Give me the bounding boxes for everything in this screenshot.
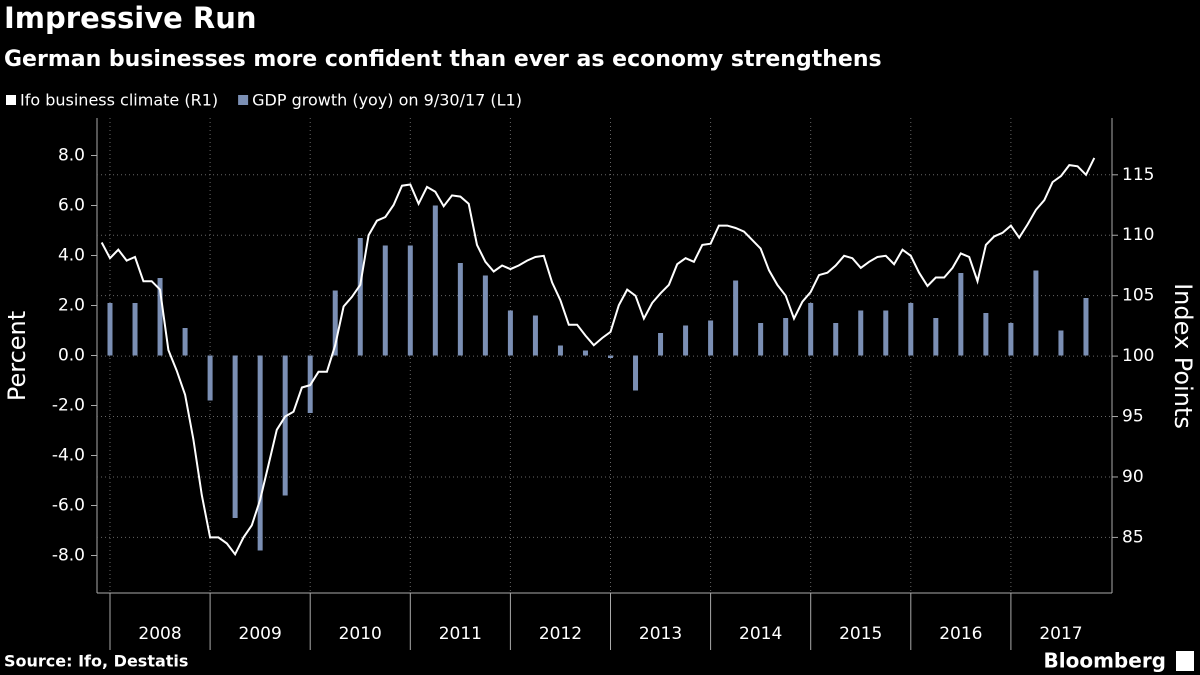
bar (958, 273, 964, 356)
chart-title: Impressive Run (4, 1, 257, 35)
bar (107, 303, 113, 356)
bar (683, 325, 689, 356)
legend-swatch (238, 95, 249, 105)
bar (708, 320, 714, 356)
line (100, 157, 1096, 557)
x-tick-label: 2017 (1039, 624, 1082, 644)
y2-tick-label: 90 (1122, 467, 1144, 487)
y-tick-label: 4.0 (58, 246, 85, 266)
bar (557, 345, 563, 356)
bar (157, 278, 163, 356)
bar (833, 323, 839, 356)
bar (858, 310, 864, 356)
x-tick-label: 2013 (639, 624, 682, 644)
y-tick-label: -6.0 (52, 496, 85, 516)
bar (808, 303, 814, 356)
bar (908, 303, 914, 356)
bar (132, 303, 138, 356)
bar (382, 245, 388, 356)
bar (983, 313, 989, 356)
y2-tick-label: 95 (1122, 407, 1144, 427)
bar (758, 323, 764, 356)
bar (883, 310, 889, 356)
x-tick-label: 2008 (138, 624, 181, 644)
y2-tick-label: 100 (1122, 346, 1154, 366)
x-tick-label: 2011 (439, 624, 482, 644)
bar (582, 350, 588, 356)
brand-icon (1176, 651, 1194, 671)
brand: Bloomberg (1044, 649, 1166, 673)
legend-label: Ifo business climate (R1) (20, 91, 218, 110)
bar (933, 318, 939, 356)
bar (507, 310, 513, 356)
x-tick-label: 2010 (339, 624, 382, 644)
bar (783, 318, 789, 356)
bar (332, 290, 338, 356)
bar (658, 333, 664, 356)
y-tick-label: -2.0 (52, 396, 85, 416)
bar (282, 355, 288, 496)
bar (457, 263, 463, 356)
x-tick-label: 2012 (539, 624, 582, 644)
bar (207, 355, 213, 401)
bar (733, 280, 739, 356)
x-tick-label: 2014 (739, 624, 782, 644)
bar (532, 315, 538, 356)
bar (407, 245, 413, 356)
bar (1058, 330, 1064, 356)
bar (182, 328, 188, 356)
legend-label: GDP growth (yoy) on 9/30/17 (L1) (252, 91, 522, 110)
y-tick-label: -8.0 (52, 546, 85, 566)
x-tick-label: 2016 (939, 624, 982, 644)
legend-swatch (6, 95, 16, 105)
y-tick-label: 0.0 (58, 346, 85, 366)
bar (357, 238, 363, 356)
y2-tick-label: 110 (1122, 225, 1154, 245)
x-tick-label: 2009 (239, 624, 282, 644)
y-tick-label: 2.0 (58, 296, 85, 316)
y-tick-label: -4.0 (52, 446, 85, 466)
y2-axis-label: Index Points (1169, 283, 1197, 429)
bar (257, 355, 263, 551)
y-tick-label: 6.0 (58, 196, 85, 216)
y-axis-label: Percent (3, 311, 31, 401)
bar (608, 355, 613, 358)
bar (1008, 323, 1014, 356)
bar (633, 355, 639, 391)
source: Source: Ifo, Destatis (4, 652, 188, 671)
bar (1083, 298, 1089, 356)
bar (482, 275, 488, 356)
bar (432, 205, 438, 356)
y2-tick-label: 105 (1122, 286, 1154, 306)
y2-tick-label: 115 (1122, 165, 1154, 185)
bar (232, 355, 238, 518)
x-tick-label: 2015 (839, 624, 882, 644)
bar (1033, 270, 1039, 356)
chart-subtitle: German businesses more confident than ev… (4, 47, 882, 72)
y2-tick-label: 85 (1122, 527, 1144, 547)
y-tick-label: 8.0 (58, 146, 85, 166)
